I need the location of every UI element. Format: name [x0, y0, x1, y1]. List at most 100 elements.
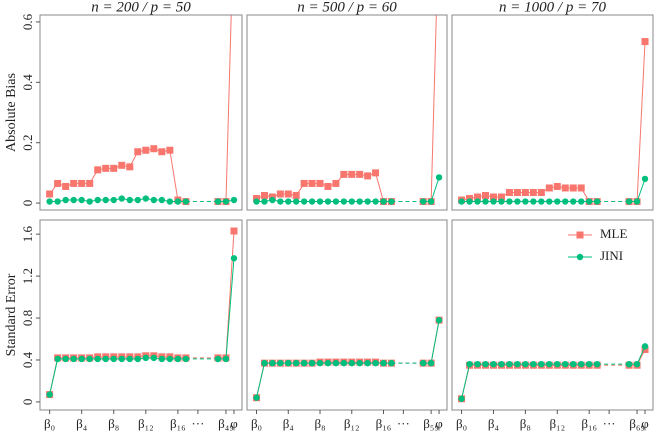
marker-circle [78, 196, 85, 204]
panel-border [39, 219, 243, 411]
marker-circle [348, 198, 355, 205]
y-tick-label: 0.2 [20, 135, 35, 151]
marker-circle [466, 360, 473, 368]
x-tick-label: ··· [191, 416, 204, 431]
marker-square [46, 190, 54, 198]
marker-circle [585, 198, 593, 205]
marker-square [545, 184, 553, 192]
x-tick-label: β₆₉ [629, 416, 645, 431]
x-tick-label: β₈ [520, 416, 531, 431]
marker-square [284, 190, 292, 198]
marker-circle [474, 360, 481, 368]
legend-label: JINI [600, 248, 623, 263]
marker-circle [142, 195, 150, 202]
marker-circle [546, 198, 553, 205]
x-tick-label: β₄₉ [218, 416, 234, 431]
panel-background [452, 220, 653, 410]
marker-circle [332, 198, 340, 205]
marker-square [513, 188, 521, 196]
y-tick-label: 0 [20, 200, 35, 207]
marker-square [110, 164, 118, 172]
marker-circle [261, 359, 268, 367]
panel-border [39, 14, 243, 211]
marker-circle [222, 355, 230, 363]
marker-circle [118, 195, 125, 202]
marker-circle [625, 360, 633, 368]
y-axis-label: Standard Error [4, 273, 19, 356]
plot-area [46, 227, 238, 399]
marker-circle [261, 198, 268, 205]
marker-square [102, 164, 110, 172]
marker-circle [174, 198, 182, 205]
x-tick-label: β₄ [76, 416, 88, 431]
marker-circle [546, 360, 553, 368]
panel-background [40, 220, 242, 410]
marker-circle [380, 359, 387, 367]
marker-circle [158, 355, 166, 363]
marker-circle [94, 355, 101, 363]
marker-circle [285, 198, 292, 205]
marker-circle [419, 359, 427, 367]
marker-circle [633, 360, 641, 368]
marker-circle [435, 174, 443, 181]
marker-square [521, 188, 529, 196]
legend-label: MLE [600, 226, 628, 241]
marker-circle [102, 196, 109, 204]
y-tick-label: 0.4 [20, 351, 35, 368]
marker-square [561, 184, 569, 192]
marker-circle [641, 343, 649, 350]
marker-circle [530, 360, 537, 368]
marker-circle [482, 198, 489, 205]
marker-circle [348, 359, 355, 367]
marker-circle [388, 198, 395, 205]
marker-square [537, 188, 545, 196]
marker-circle [506, 360, 513, 368]
marker-circle [222, 198, 230, 205]
marker-circle [182, 355, 190, 363]
panel-title: n = 200 / p = 50 [91, 0, 191, 15]
marker-circle [316, 359, 324, 367]
marker-circle [570, 198, 577, 205]
panel-border [451, 219, 654, 411]
marker-square [489, 193, 497, 201]
marker-square [260, 192, 268, 200]
marker-circle [356, 198, 363, 205]
marker-circle [364, 359, 371, 367]
x-tick-label: β₁₂ [344, 416, 360, 431]
marker-square [300, 179, 308, 187]
marker-circle [70, 196, 77, 204]
x-tick-label: ··· [603, 416, 616, 431]
marker-square [364, 172, 372, 180]
x-tick-label: β₁₆ [376, 416, 392, 431]
x-tick-label: β₀ [44, 416, 55, 431]
panel-background [247, 15, 447, 210]
marker-circle [427, 359, 435, 367]
marker-square [316, 179, 324, 187]
marker-circle [538, 360, 545, 368]
marker-circle [308, 359, 316, 367]
panel-border [246, 14, 448, 211]
marker-circle [214, 355, 222, 363]
marker-square [54, 179, 62, 187]
marker-square [126, 163, 134, 171]
marker-square [86, 179, 94, 187]
marker-square [340, 170, 348, 178]
marker-circle [110, 196, 117, 204]
marker-circle [324, 198, 332, 205]
marker-square [118, 161, 126, 169]
marker-circle [530, 198, 537, 205]
panel-background [452, 15, 653, 210]
marker-square [134, 148, 142, 156]
marker-circle [277, 198, 284, 205]
marker-circle [578, 360, 585, 368]
marker-square [158, 148, 166, 156]
plot-area [253, 316, 443, 402]
marker-square [356, 170, 364, 178]
marker-circle [458, 198, 465, 205]
marker-circle [372, 198, 379, 205]
x-tick-label: φ [435, 416, 443, 431]
marker-square [150, 145, 158, 153]
marker-circle [388, 359, 395, 367]
marker-circle [277, 359, 284, 367]
